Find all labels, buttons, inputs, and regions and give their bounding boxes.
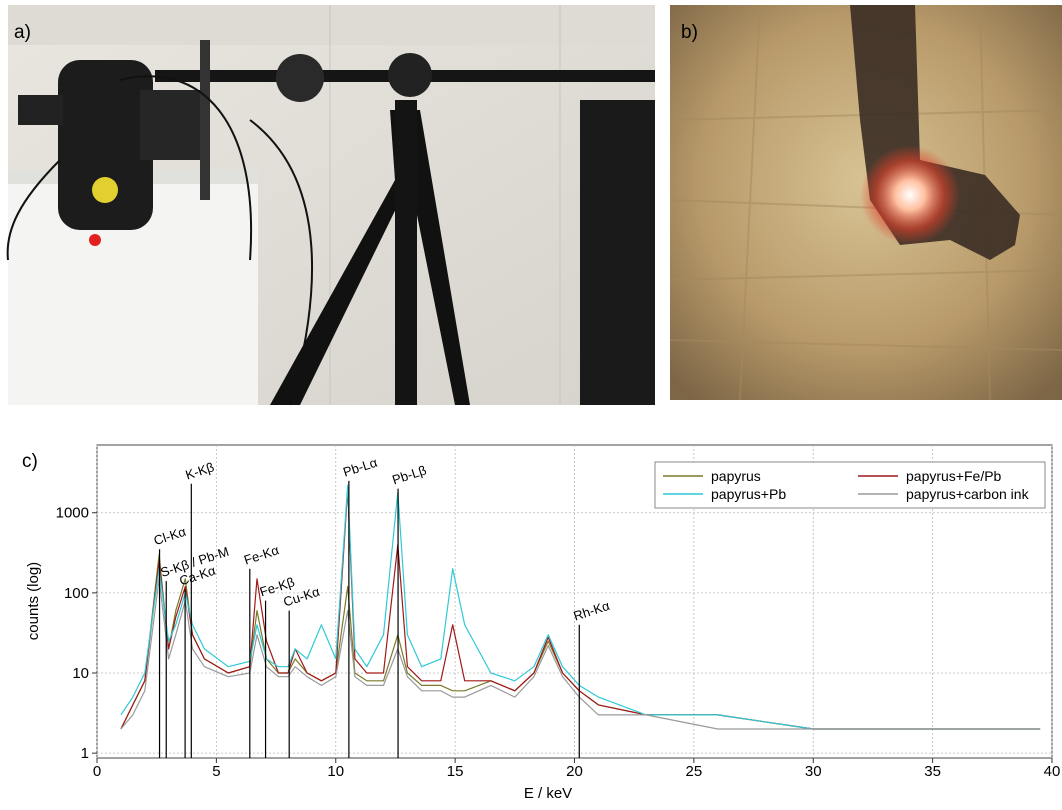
panel-label: a): [14, 22, 31, 43]
panel-label: c): [22, 451, 38, 472]
peak-label: Pb-Lα: [341, 454, 379, 479]
legend-box: [654, 461, 1046, 509]
x-tick-label: 0: [93, 763, 101, 780]
peak-label: Fe-Kα: [242, 542, 281, 567]
y-tick-label: 100: [64, 585, 89, 602]
y-tick-label: 10: [72, 665, 89, 682]
panel-label: b): [681, 22, 698, 43]
x-tick-label: 20: [566, 763, 583, 780]
spectrum-line: [120, 484, 1041, 730]
legend-label: papyrus: [711, 468, 761, 484]
photo-b: [669, 4, 1062, 401]
peak-label: Cl-Kα: [152, 524, 188, 549]
y-tick-label: 1000: [56, 505, 89, 522]
y-axis-label: counts (log): [25, 562, 42, 640]
legend-label: papyrus+carbon ink: [906, 486, 1030, 502]
x-tick-label: 10: [327, 763, 344, 780]
legend: papyrus papyrus+Fe/Pb papyrus+Pb papyrus+ca…: [654, 461, 1046, 509]
x-tick-label: 25: [686, 763, 703, 780]
legend-label: papyrus+Pb: [711, 486, 786, 502]
peak-label: Rh-Kα: [572, 598, 612, 624]
peak-label: K-Kβ: [184, 459, 216, 482]
x-tick-label: 30: [805, 763, 822, 780]
peak-label: Pb-Lβ: [390, 462, 428, 487]
x-axis-label: E / keV: [524, 785, 572, 802]
x-tick-label: 40: [1044, 763, 1061, 780]
spectrum-line: [120, 488, 1041, 730]
y-tick-label: 1: [81, 745, 89, 762]
photo-a: [6, 5, 655, 406]
legend-label: papyrus+Fe/Pb: [906, 468, 1002, 484]
x-tick-label: 35: [924, 763, 941, 780]
x-tick-label: 15: [447, 763, 464, 780]
x-tick-label: 5: [212, 763, 220, 780]
spectrum-line: [120, 578, 1041, 730]
